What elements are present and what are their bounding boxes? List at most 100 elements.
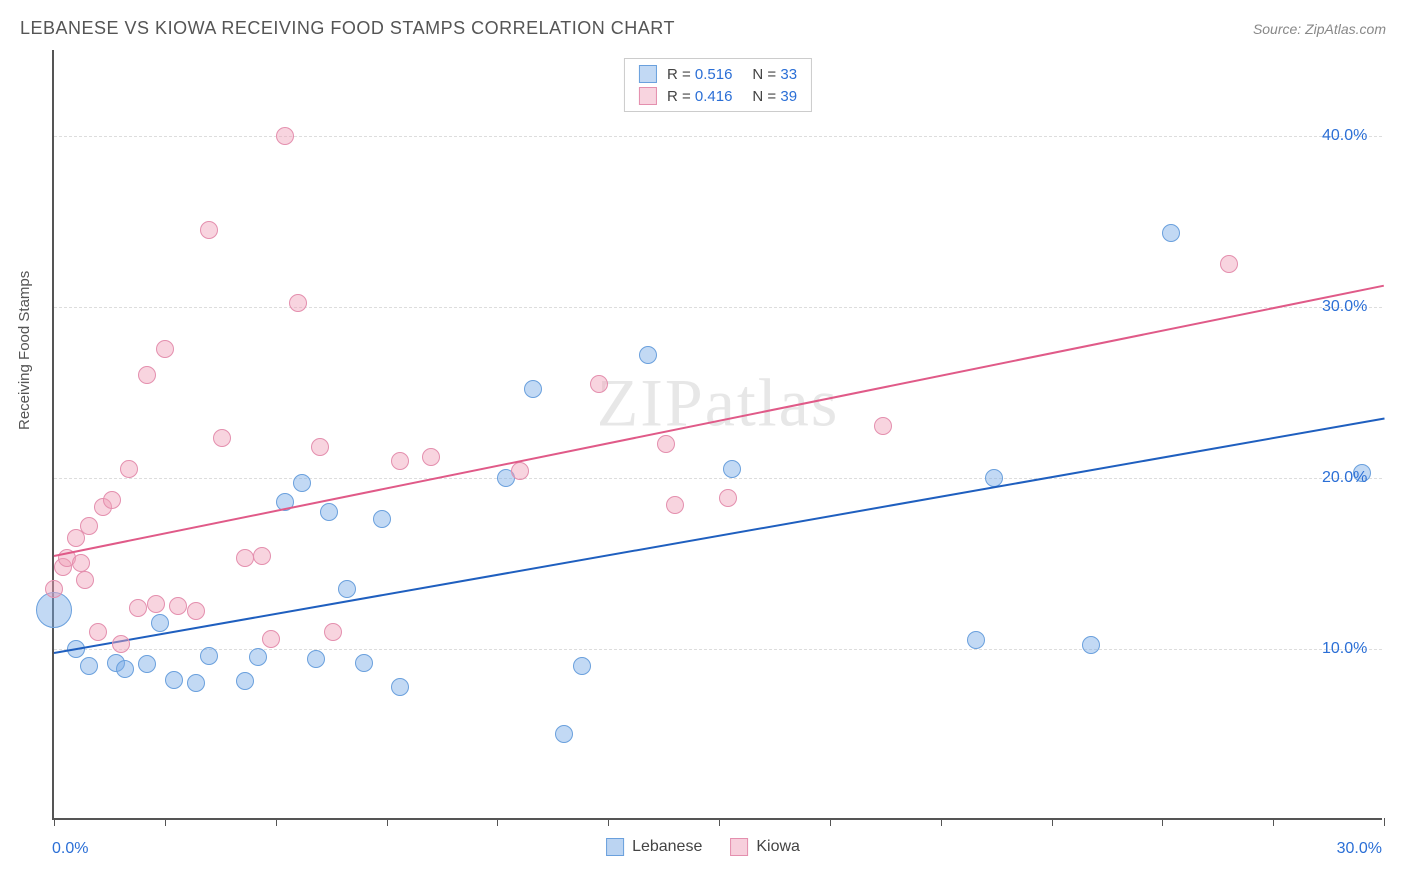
legend-item: Lebanese [606, 838, 702, 856]
data-point [138, 366, 156, 384]
data-point [76, 571, 94, 589]
data-point [253, 547, 271, 565]
y-axis-label: 20.0% [1322, 469, 1396, 487]
data-point [45, 580, 63, 598]
data-point [723, 460, 741, 478]
y-axis-label: 10.0% [1322, 640, 1396, 658]
y-axis-label: 30.0% [1322, 298, 1396, 316]
data-point [311, 438, 329, 456]
x-tick [830, 818, 831, 826]
data-point [213, 429, 231, 447]
trend-line [54, 284, 1384, 556]
data-point [138, 655, 156, 673]
correlation-legend: R = 0.516 N = 33 R = 0.416 N = 39 [624, 58, 812, 112]
data-point [666, 496, 684, 514]
x-tick [497, 818, 498, 826]
x-tick [608, 818, 609, 826]
x-tick [1162, 818, 1163, 826]
data-point [967, 631, 985, 649]
data-point [80, 517, 98, 535]
data-point [293, 474, 311, 492]
data-point [236, 549, 254, 567]
legend-item: Kiowa [730, 838, 800, 856]
data-point [719, 489, 737, 507]
legend-row: R = 0.416 N = 39 [639, 85, 797, 107]
data-point [555, 725, 573, 743]
data-point [262, 630, 280, 648]
data-point [151, 614, 169, 632]
n-label: N = 39 [752, 88, 797, 105]
data-point [373, 510, 391, 528]
legend-row: R = 0.516 N = 33 [639, 63, 797, 85]
data-point [355, 654, 373, 672]
x-tick [719, 818, 720, 826]
data-point [129, 599, 147, 617]
data-point [307, 650, 325, 668]
data-point [657, 435, 675, 453]
y-axis-title: Receiving Food Stamps [16, 271, 33, 430]
x-tick [387, 818, 388, 826]
legend-label: Kiowa [756, 838, 800, 856]
r-label: R = 0.516 [667, 66, 732, 83]
x-tick [941, 818, 942, 826]
x-tick [165, 818, 166, 826]
legend-swatch [639, 87, 657, 105]
chart-title: LEBANESE VS KIOWA RECEIVING FOOD STAMPS … [20, 18, 675, 39]
x-tick [276, 818, 277, 826]
data-point [112, 635, 130, 653]
data-point [72, 554, 90, 572]
legend-swatch [730, 838, 748, 856]
scatter-plot-area: ZIPatlas R = 0.516N = 33R = 0.416N = 39 [52, 50, 1382, 820]
data-point [249, 648, 267, 666]
legend-label: Lebanese [632, 838, 702, 856]
x-tick [1273, 818, 1274, 826]
data-point [391, 678, 409, 696]
data-point [874, 417, 892, 435]
data-point [590, 375, 608, 393]
data-point [324, 623, 342, 641]
data-point [200, 647, 218, 665]
data-point [187, 602, 205, 620]
data-point [391, 452, 409, 470]
y-axis-label: 40.0% [1322, 127, 1396, 145]
data-point [338, 580, 356, 598]
data-point [147, 595, 165, 613]
x-tick [54, 818, 55, 826]
r-label: R = 0.416 [667, 88, 732, 105]
data-point [187, 674, 205, 692]
n-label: N = 33 [752, 66, 797, 83]
data-point [276, 127, 294, 145]
x-tick [1052, 818, 1053, 826]
legend-swatch [606, 838, 624, 856]
source-attribution: Source: ZipAtlas.com [1253, 21, 1386, 37]
data-point [165, 671, 183, 689]
data-point [156, 340, 174, 358]
data-point [639, 346, 657, 364]
data-point [103, 491, 121, 509]
data-point [116, 660, 134, 678]
data-point [320, 503, 338, 521]
gridline [54, 478, 1382, 479]
gridline [54, 136, 1382, 137]
series-legend: Lebanese Kiowa [606, 838, 800, 856]
data-point [1082, 636, 1100, 654]
data-point [422, 448, 440, 466]
data-point [511, 462, 529, 480]
data-point [80, 657, 98, 675]
data-point [120, 460, 138, 478]
x-tick [1384, 818, 1385, 826]
data-point [89, 623, 107, 641]
data-point [524, 380, 542, 398]
legend-swatch [639, 65, 657, 83]
data-point [236, 672, 254, 690]
data-point [169, 597, 187, 615]
x-axis-label: 0.0% [52, 840, 88, 858]
data-point [289, 294, 307, 312]
x-axis-label: 30.0% [1337, 840, 1382, 858]
data-point [1162, 224, 1180, 242]
data-point [200, 221, 218, 239]
data-point [1220, 255, 1238, 273]
trend-line [54, 418, 1384, 654]
data-point [573, 657, 591, 675]
gridline [54, 307, 1382, 308]
